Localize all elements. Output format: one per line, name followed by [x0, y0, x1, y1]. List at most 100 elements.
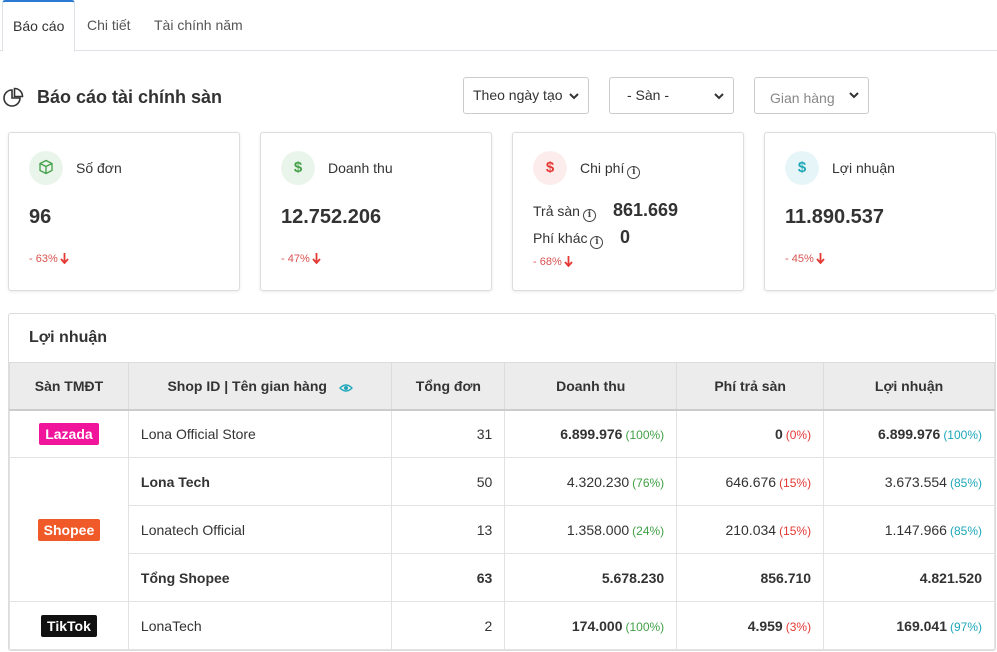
chevron-down-icon	[714, 93, 724, 100]
col-header-platform: Sàn TMĐT	[9, 362, 129, 411]
profit-table-panel: Lợi nhuận Sàn TMĐT Shop ID | Tên gian hà…	[8, 313, 996, 651]
col-header-fee: Phí trả sàn	[676, 362, 825, 411]
orders-change: - 63%	[29, 253, 69, 265]
col-header-profit: Lợi nhuận	[823, 362, 995, 411]
profit-change: - 45%	[785, 253, 825, 265]
info-icon[interactable]: i	[627, 166, 641, 179]
tab-chi-tiet[interactable]: Chi tiết	[87, 17, 131, 33]
profit-cell: 3.673.554 (85%)	[823, 457, 995, 506]
orders-cell: 63	[391, 553, 506, 602]
profit-cell: 6.899.976 (100%)	[823, 409, 995, 458]
profit-pct: (85%)	[949, 475, 982, 490]
fee-cell: 0 (0%)	[676, 409, 825, 458]
col-header-orders: Tổng đơn	[391, 362, 506, 411]
profit-change-value: - 45%	[785, 253, 814, 265]
platform-fee-value: 861.669	[613, 200, 679, 220]
chevron-down-icon	[569, 93, 579, 100]
revenue-cell: 174.000 (100%)	[504, 601, 678, 650]
profit-value: 3.673.554	[884, 473, 947, 490]
platform-cell: TikTok	[9, 601, 129, 650]
table-row: Lazada Lona Official Store 31 6.899.976(…	[9, 409, 995, 458]
dollar-icon: $	[533, 151, 567, 185]
revenue-title: Doanh thu	[328, 160, 393, 176]
orders-cell: 31	[391, 409, 506, 458]
cost-title-text: Chi phí	[580, 160, 625, 176]
revenue-cell: 1.358.000 (24%)	[504, 505, 678, 554]
cost-title: Chi phí i	[580, 160, 641, 179]
cost-change-value: - 68%	[533, 256, 562, 268]
info-icon[interactable]: i	[582, 209, 596, 222]
arrow-down-icon	[312, 253, 321, 265]
shop-cell: Lonatech Official	[127, 505, 393, 554]
revenue-card: $ Doanh thu 12.752.206 - 47%	[260, 132, 492, 291]
revenue-value: 1.358.000	[566, 521, 630, 538]
arrow-down-icon	[564, 256, 573, 268]
col-header-shop: Shop ID | Tên gian hàng	[127, 362, 393, 411]
orders-cell: 50	[391, 457, 506, 506]
other-fee-label: Phí khác	[533, 230, 588, 246]
platform-filter-value: - Sàn -	[627, 87, 670, 103]
platform-cell: Shopee	[9, 457, 129, 602]
tab-tai-chinh-nam[interactable]: Tài chính năm	[154, 17, 243, 33]
info-icon[interactable]: i	[590, 236, 604, 249]
other-fee-row: Phí khác i 0	[533, 227, 630, 249]
fee-value: 4.959	[747, 617, 783, 634]
profit-cell: 4.821.520	[823, 553, 995, 602]
orders-title: Số đơn	[76, 160, 122, 176]
shop-filter-select[interactable]: Gian hàng	[754, 77, 869, 114]
revenue-pct: (24%)	[632, 523, 665, 538]
table-row-total: Tổng Shopee 63 5.678.230 856.710 4.821.5…	[10, 553, 995, 602]
fee-value: 210.034	[725, 521, 777, 538]
profit-table: Sàn TMĐT Shop ID | Tên gian hàng Tổng đơ…	[9, 362, 995, 650]
profit-pct: (97%)	[949, 619, 982, 634]
revenue-value: 6.899.976	[560, 425, 623, 442]
page-title: Báo cáo tài chính sàn	[37, 87, 223, 107]
fee-pct: (15%)	[779, 475, 812, 490]
platform-fee-label: Trả sàn	[533, 203, 580, 219]
col-header-revenue: Doanh thu	[504, 362, 678, 411]
profit-value: 11.890.537	[785, 206, 884, 228]
chevron-down-icon	[849, 92, 859, 99]
tab-bao-cao[interactable]: Báo cáo	[2, 0, 76, 52]
arrow-down-icon	[60, 253, 69, 265]
profit-title: Lợi nhuận	[832, 160, 895, 176]
orders-cell: 13	[391, 505, 506, 554]
fee-cell: 646.676 (15%)	[676, 457, 825, 506]
shopee-badge: Shopee	[37, 518, 101, 541]
fee-pct: (3%)	[785, 619, 812, 634]
fee-cell: 210.034 (15%)	[676, 505, 825, 554]
revenue-change-value: - 47%	[281, 253, 310, 265]
revenue-pct: (76%)	[632, 475, 665, 490]
date-filter-select[interactable]: Theo ngày tạo	[463, 77, 589, 114]
shop-cell: Lona Official Store	[127, 409, 393, 458]
cost-change: - 68%	[533, 256, 573, 268]
profit-cell: 1.147.966 (85%)	[823, 505, 995, 554]
revenue-value: 4.320.230	[566, 473, 630, 490]
profit-card: $ Lợi nhuận 11.890.537 - 45%	[764, 132, 996, 291]
table-header-row: Sàn TMĐT Shop ID | Tên gian hàng Tổng đơ…	[9, 362, 995, 411]
tiktok-badge: TikTok	[41, 614, 97, 637]
orders-card: Số đơn 96 - 63%	[8, 132, 240, 291]
dollar-icon: $	[281, 151, 315, 185]
platform-cell: Lazada	[9, 409, 129, 458]
revenue-cell: 5.678.230	[504, 553, 678, 602]
orders-cell: 2	[391, 601, 506, 650]
orders-change-value: - 63%	[29, 253, 58, 265]
revenue-pct: (100%)	[625, 427, 665, 442]
arrow-down-icon	[816, 253, 825, 265]
profit-value: 1.147.966	[884, 521, 947, 538]
table-row: TikTok LonaTech 2 174.000 (100%) 4.959 (3%…	[9, 601, 995, 650]
fee-value: 0	[774, 425, 783, 442]
table-row: Lonatech Official 13 1.358.000 (24%) 210.…	[10, 505, 995, 554]
fee-pct: (0%)	[785, 427, 812, 442]
revenue-cell: 4.320.230 (76%)	[504, 457, 678, 506]
pie-chart-icon	[3, 87, 24, 107]
platform-filter-select[interactable]: - Sàn -	[609, 77, 734, 114]
eye-icon[interactable]	[339, 383, 353, 393]
shop-filter-placeholder: Gian hàng	[770, 90, 835, 106]
shop-cell: Lona Tech	[127, 457, 393, 506]
revenue-change: - 47%	[281, 253, 321, 265]
fee-value: 646.676	[725, 473, 777, 490]
date-filter-value: Theo ngày tạo	[473, 87, 563, 103]
cost-card: $ Chi phí i Trả sàn i 861.669 Phí khác i 0 …	[512, 132, 744, 291]
